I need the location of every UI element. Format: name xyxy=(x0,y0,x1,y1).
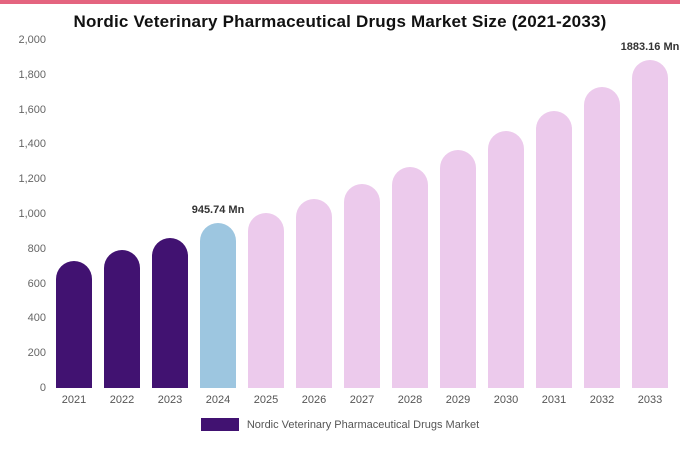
x-tick-label-2029: 2029 xyxy=(445,394,471,406)
bar-column-2023: 2023 xyxy=(146,40,194,412)
chart-title: Nordic Veterinary Pharmaceutical Drugs M… xyxy=(73,12,607,31)
bar-column-2021: 2021 xyxy=(50,40,98,412)
x-tick-label-2031: 2031 xyxy=(541,394,567,406)
bar-column-2024: 945.74 Mn 2024 xyxy=(191,40,245,412)
bar-2021[interactable] xyxy=(56,260,92,388)
bar-2029[interactable] xyxy=(440,149,476,388)
y-tick-label-0: 0 xyxy=(39,382,46,394)
bar-value-label-2033: 1883.16 Mn xyxy=(620,41,680,54)
plot-area: 2021 2022 2023 945.74 Mn 2024 2025 2026 2027 202… xyxy=(50,40,680,412)
bar-2031[interactable] xyxy=(536,110,572,388)
x-tick-label-2025: 2025 xyxy=(253,394,279,406)
x-tick-label-2023: 2023 xyxy=(157,394,183,406)
x-tick-label-2021: 2021 xyxy=(61,394,87,406)
y-tick-label-1600: 1,600 xyxy=(18,103,46,116)
bar-2028[interactable] xyxy=(392,167,428,388)
bar-column-2029: 2029 xyxy=(434,40,482,412)
y-tick-label-400: 400 xyxy=(27,312,46,325)
y-tick-label-1800: 1,800 xyxy=(18,68,46,81)
y-tick-label-200: 200 xyxy=(27,347,46,360)
y-tick-label-600: 600 xyxy=(27,277,46,290)
bar-column-2033: 1883.16 Mn 2033 xyxy=(621,40,680,412)
x-tick-label-2022: 2022 xyxy=(109,394,135,406)
bar-chart: 0 200 400 600 800 1,000 1,200 1,400 1,600 1,800 2,… xyxy=(4,34,680,412)
bar-2023[interactable] xyxy=(152,238,188,388)
bar-2027[interactable] xyxy=(344,183,380,388)
bar-value-label-2024: 945.74 Mn xyxy=(191,204,245,217)
bar-2033[interactable] xyxy=(632,60,668,388)
bar-column-2022: 2022 xyxy=(98,40,146,412)
x-tick-label-2032: 2032 xyxy=(589,394,615,406)
bar-2030[interactable] xyxy=(488,130,524,388)
legend-label: Nordic Veterinary Pharmaceutical Drugs M… xyxy=(246,418,480,431)
y-tick-label-1200: 1,200 xyxy=(18,173,46,186)
y-tick-label-1400: 1,400 xyxy=(18,138,46,151)
bar-column-2030: 2030 xyxy=(482,40,530,412)
bar-column-2032: 2032 xyxy=(578,40,626,412)
bar-column-2031: 2031 xyxy=(530,40,578,412)
y-tick-label-2000: 2,000 xyxy=(18,34,46,46)
bar-column-2026: 2026 xyxy=(290,40,338,412)
bar-column-2027: 2027 xyxy=(338,40,386,412)
bar-2032[interactable] xyxy=(584,87,620,388)
x-tick-label-2024: 2024 xyxy=(205,394,231,406)
legend-swatch xyxy=(200,418,239,431)
chart-legend: Nordic Veterinary Pharmaceutical Drugs M… xyxy=(0,418,680,431)
bar-2022[interactable] xyxy=(104,249,140,388)
x-tick-label-2027: 2027 xyxy=(349,394,375,406)
x-tick-label-2033: 2033 xyxy=(637,394,663,406)
y-tick-label-800: 800 xyxy=(27,242,46,255)
bar-2025[interactable] xyxy=(248,213,284,388)
bar-2026[interactable] xyxy=(296,199,332,388)
top-accent-strip xyxy=(0,0,680,4)
y-tick-label-1000: 1,000 xyxy=(18,208,46,220)
bar-column-2025: 2025 xyxy=(242,40,290,412)
x-tick-label-2026: 2026 xyxy=(301,394,327,406)
bar-column-2028: 2028 xyxy=(386,40,434,412)
y-axis: 0 200 400 600 800 1,000 1,200 1,400 1,600 1,800 2,… xyxy=(4,34,46,394)
x-tick-label-2028: 2028 xyxy=(397,394,423,406)
x-tick-label-2030: 2030 xyxy=(493,394,519,406)
bar-2024[interactable] xyxy=(200,223,236,388)
